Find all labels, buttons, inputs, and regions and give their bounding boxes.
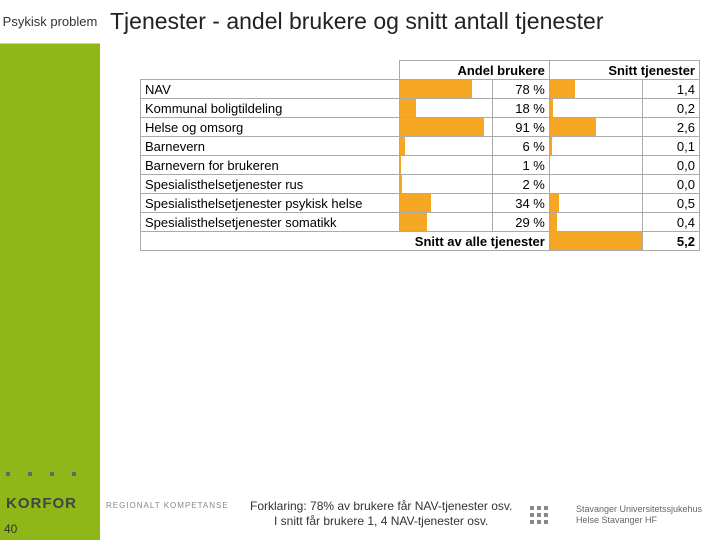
decorative-dots xyxy=(6,472,76,476)
hospital-name: Stavanger Universitetssjukehus Helse Sta… xyxy=(576,504,702,526)
header-col1: Andel brukere xyxy=(399,61,549,80)
table-row: Spesialisthelsetjenester rus 2 % 0,0 xyxy=(141,175,700,194)
row-label: Spesialisthelsetjenester somatikk xyxy=(141,213,400,232)
pct-value: 29 % xyxy=(492,213,549,232)
bar-andel xyxy=(399,213,492,232)
bar-andel xyxy=(399,99,492,118)
bar-andel xyxy=(399,118,492,137)
row-label: Spesialisthelsetjenester rus xyxy=(141,175,400,194)
bar-andel xyxy=(399,156,492,175)
summary-value: 5,2 xyxy=(643,232,700,251)
bar-andel xyxy=(399,175,492,194)
snitt-value: 2,6 xyxy=(643,118,700,137)
sidebar xyxy=(0,0,100,540)
table-row: Helse og omsorg 91 % 2,6 xyxy=(141,118,700,137)
header-col2: Snitt tjenester xyxy=(549,61,699,80)
snitt-value: 1,4 xyxy=(643,80,700,99)
bar-snitt xyxy=(549,213,642,232)
pct-value: 6 % xyxy=(492,137,549,156)
bar-snitt xyxy=(549,175,642,194)
row-label: Helse og omsorg xyxy=(141,118,400,137)
summary-label: Snitt av alle tjenester xyxy=(141,232,550,251)
pct-value: 2 % xyxy=(492,175,549,194)
hospital-logo-icon xyxy=(530,506,548,524)
pct-value: 34 % xyxy=(492,194,549,213)
bar-snitt xyxy=(549,194,642,213)
bar-snitt xyxy=(549,156,642,175)
header-blank xyxy=(141,61,400,80)
snitt-value: 0,2 xyxy=(643,99,700,118)
logo-subtitle: REGIONALT KOMPETANSE xyxy=(106,501,229,510)
bar-snitt xyxy=(549,80,642,99)
snitt-value: 0,0 xyxy=(643,156,700,175)
bar-snitt xyxy=(549,118,642,137)
summary-row: Snitt av alle tjenester 5,2 xyxy=(141,232,700,251)
snitt-value: 0,1 xyxy=(643,137,700,156)
pct-value: 18 % xyxy=(492,99,549,118)
table-row: Barnevern 6 % 0,1 xyxy=(141,137,700,156)
row-label: Kommunal boligtildeling xyxy=(141,99,400,118)
bar-snitt xyxy=(549,137,642,156)
sidebar-label: Psykisk problem xyxy=(0,0,100,44)
row-label: Spesialisthelsetjenester psykisk helse xyxy=(141,194,400,213)
row-label: NAV xyxy=(141,80,400,99)
table-row: Barnevern for brukeren 1 % 0,0 xyxy=(141,156,700,175)
snitt-value: 0,0 xyxy=(643,175,700,194)
table-row: Spesialisthelsetjenester psykisk helse 34… xyxy=(141,194,700,213)
data-table: Andel brukere Snitt tjenester NAV 78 % 1,4… xyxy=(140,60,700,251)
page-title: Tjenester - andel brukere og snitt antal… xyxy=(110,8,604,35)
page-number: 40 xyxy=(4,522,17,536)
snitt-value: 0,5 xyxy=(643,194,700,213)
bar-snitt xyxy=(549,99,642,118)
pct-value: 1 % xyxy=(492,156,549,175)
row-label: Barnevern for brukeren xyxy=(141,156,400,175)
table-row: NAV 78 % 1,4 xyxy=(141,80,700,99)
snitt-value: 0,4 xyxy=(643,213,700,232)
logo-text: KORFOR xyxy=(6,495,77,512)
pct-value: 91 % xyxy=(492,118,549,137)
bar-andel xyxy=(399,194,492,213)
footer-line1: Forklaring: 78% av brukere får NAV-tjene… xyxy=(250,499,512,515)
row-label: Barnevern xyxy=(141,137,400,156)
footer-line2: I snitt får brukere 1, 4 NAV-tjenester o… xyxy=(250,514,512,530)
table-row: Kommunal boligtildeling 18 % 0,2 xyxy=(141,99,700,118)
bar-andel xyxy=(399,137,492,156)
footer-explanation: Forklaring: 78% av brukere får NAV-tjene… xyxy=(250,499,512,530)
table-row: Spesialisthelsetjenester somatikk 29 % 0,4 xyxy=(141,213,700,232)
bar-andel xyxy=(399,80,492,99)
summary-bar xyxy=(549,232,642,251)
pct-value: 78 % xyxy=(492,80,549,99)
